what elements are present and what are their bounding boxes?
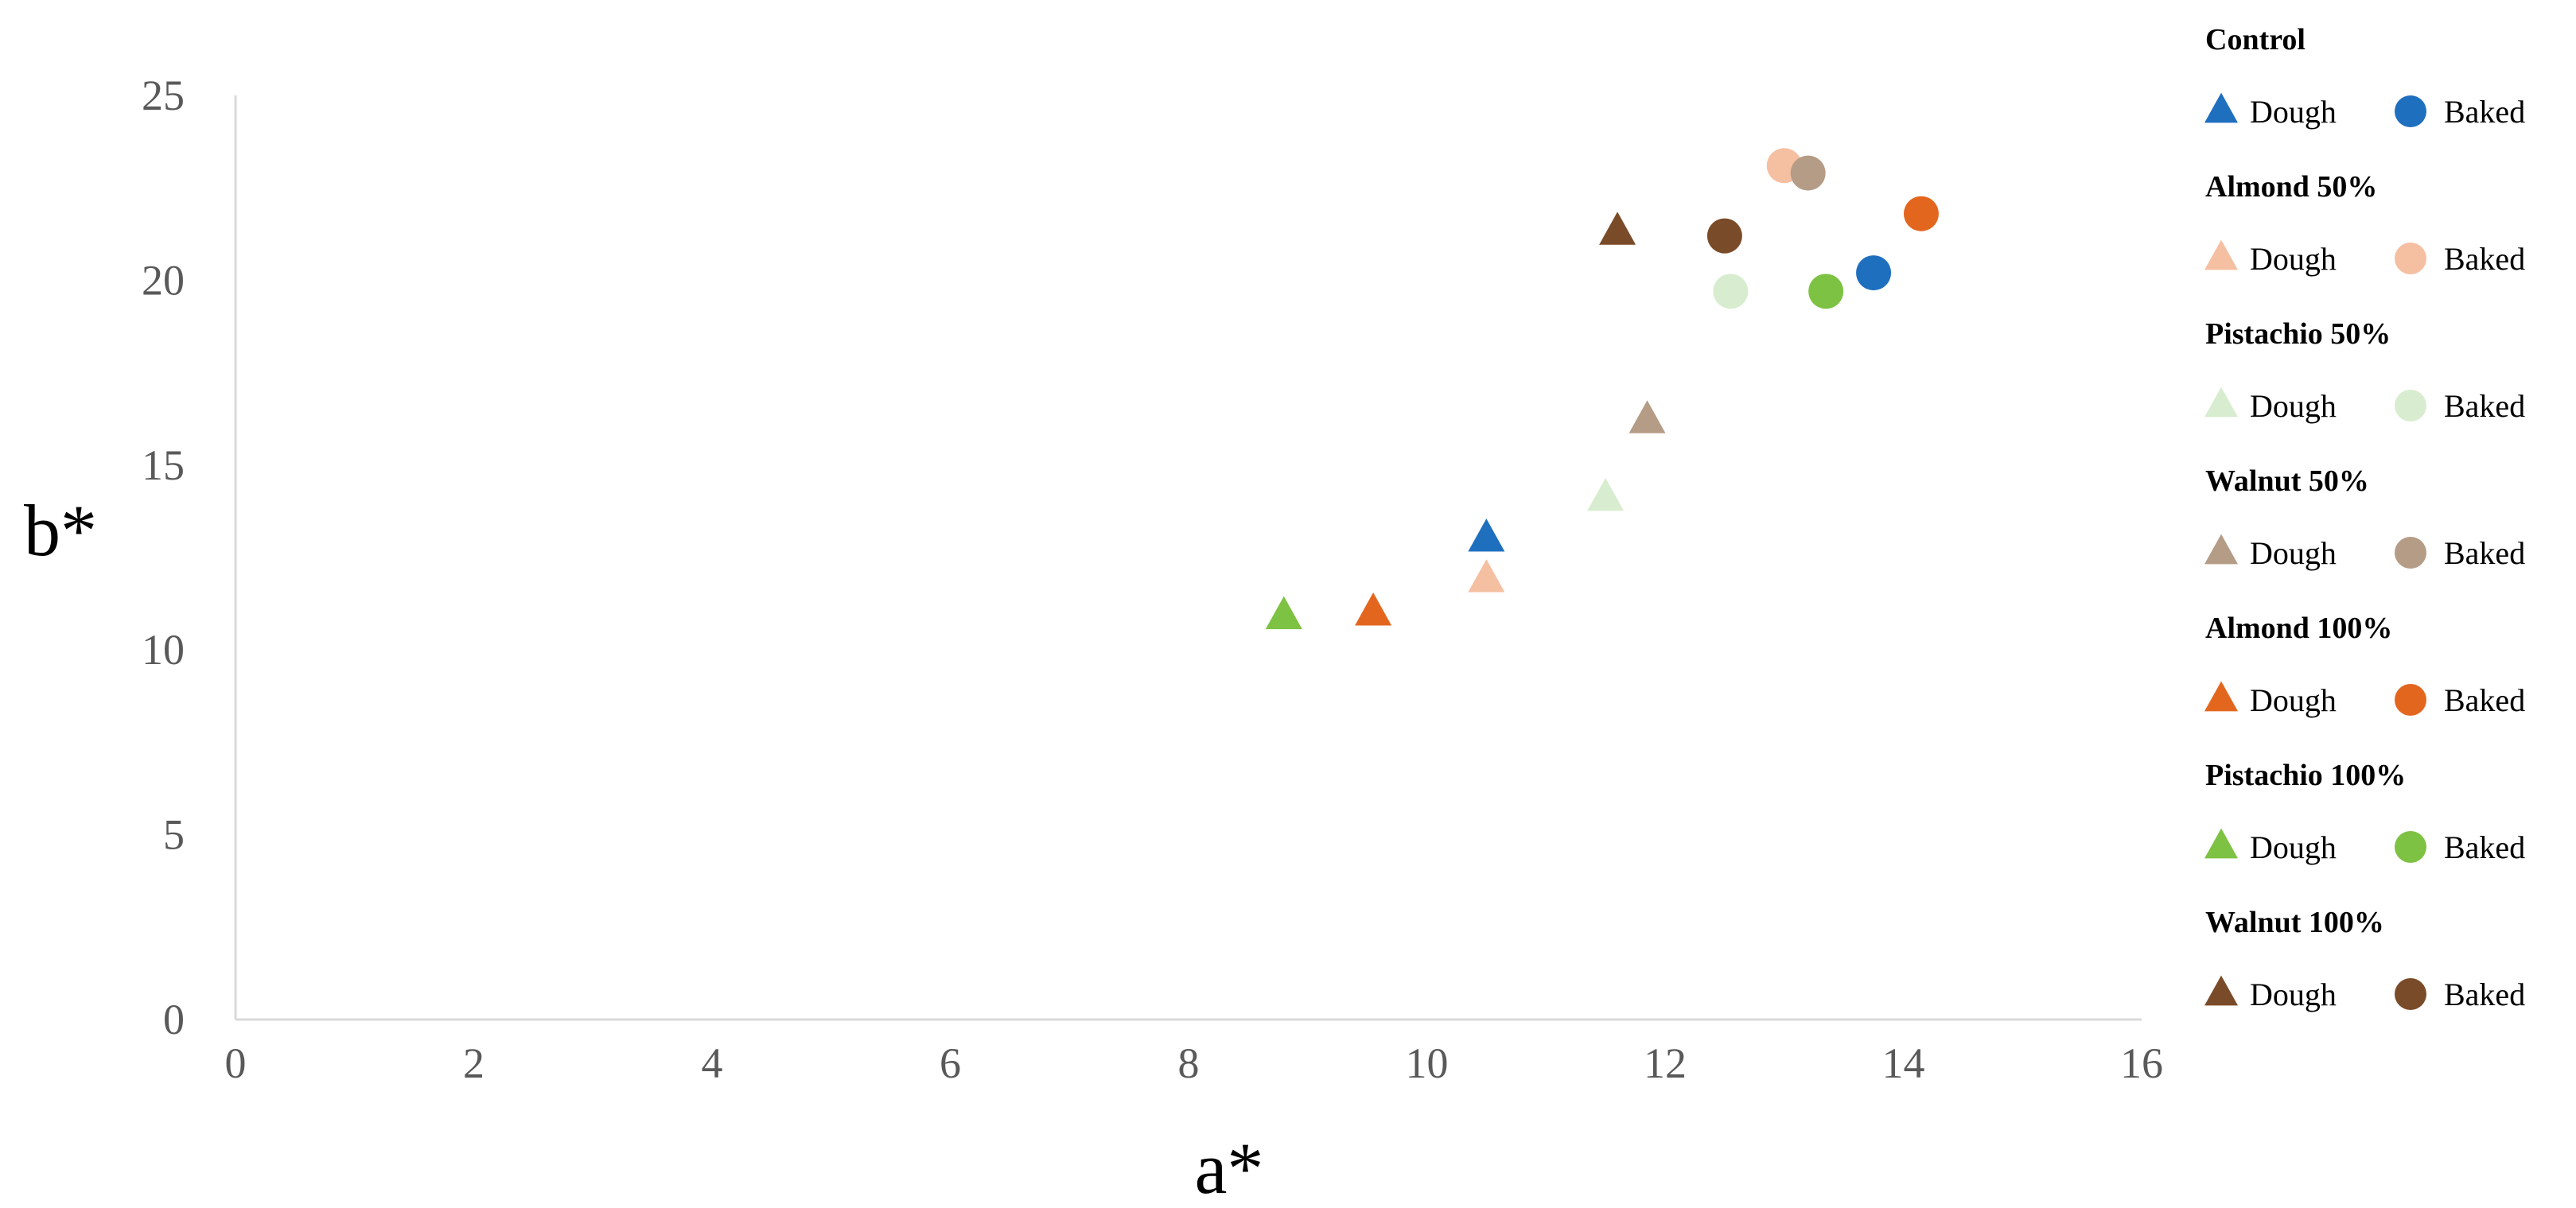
legend-group-title: Almond 50% <box>2205 170 2377 204</box>
legend-control-baked-marker <box>2395 95 2426 127</box>
legend-almond-100pct-baked-marker <box>2395 684 2426 716</box>
x-tick-labels: 0 2 4 6 8 10 12 14 16 <box>225 1039 2164 1087</box>
legend-baked-label: Baked <box>2444 977 2525 1012</box>
legend-pistachio-50pct-dough-marker <box>2204 386 2238 418</box>
x-tick-label: 4 <box>702 1039 723 1087</box>
legend-dough-label: Dough <box>2250 241 2337 277</box>
y-tick-label: 15 <box>142 441 185 489</box>
legend-dough-label: Dough <box>2250 682 2337 718</box>
x-tick-label: 10 <box>1406 1039 1449 1087</box>
y-tick-label: 5 <box>163 811 185 859</box>
almond-100pct-dough-point <box>1355 592 1392 626</box>
plot-area: 0 2 4 6 8 10 12 14 16 0 5 10 15 20 25 <box>142 72 2163 1087</box>
legend-dough-label: Dough <box>2250 535 2337 571</box>
legend-dough-label: Dough <box>2250 977 2337 1012</box>
legend-baked-label: Baked <box>2444 241 2525 277</box>
legend-almond-100pct-dough-marker <box>2204 681 2238 712</box>
legend-walnut-50pct-dough-marker <box>2204 534 2238 565</box>
x-axis-title: a* <box>1195 1128 1264 1208</box>
legend-walnut-100pct-baked-marker <box>2395 978 2426 1010</box>
walnut-50pct-dough-point <box>1628 400 1666 433</box>
almond-50pct-dough-point <box>1468 559 1505 592</box>
pistachio-100pct-dough-point <box>1265 596 1302 630</box>
x-tick-label: 14 <box>1882 1039 1925 1087</box>
legend-almond-50pct-baked-marker <box>2395 243 2426 274</box>
y-tick-label: 25 <box>142 72 185 119</box>
x-tick-label: 2 <box>463 1039 484 1087</box>
legend-baked-label: Baked <box>2444 388 2525 424</box>
legend-group-title: Pistachio 100% <box>2205 759 2406 792</box>
legend-group-title: Walnut 100% <box>2205 906 2384 939</box>
legend-baked-label: Baked <box>2444 94 2525 130</box>
almond-100pct-baked-point <box>1903 196 1939 231</box>
walnut-50pct-baked-point <box>1790 155 1826 191</box>
y-tick-label: 10 <box>142 626 185 674</box>
control-dough-point <box>1468 519 1505 552</box>
pistachio-100pct-baked-point <box>1808 274 1844 309</box>
x-tick-label: 12 <box>1644 1039 1687 1087</box>
x-tick-label: 6 <box>940 1039 961 1087</box>
x-tick-label: 8 <box>1178 1039 1200 1087</box>
pistachio-50pct-dough-point <box>1587 477 1625 511</box>
legend-control-dough-marker <box>2204 92 2238 123</box>
y-tick-labels: 0 5 10 15 20 25 <box>142 72 185 1043</box>
control-baked-point <box>1856 255 1892 291</box>
pistachio-50pct-baked-point <box>1713 274 1749 309</box>
walnut-100pct-dough-point <box>1599 212 1636 245</box>
legend-pistachio-100pct-dough-marker <box>2204 828 2238 859</box>
y-tick-label: 20 <box>142 256 185 304</box>
legend-group-title: Pistachio 50% <box>2205 317 2391 351</box>
y-tick-label: 0 <box>163 996 185 1043</box>
legend-pistachio-50pct-baked-marker <box>2395 390 2426 421</box>
legend-walnut-100pct-dough-marker <box>2204 975 2238 1006</box>
legend-pistachio-100pct-baked-marker <box>2395 831 2426 863</box>
legend-group-title: Almond 100% <box>2205 612 2392 645</box>
x-tick-label: 16 <box>2120 1039 2163 1087</box>
walnut-100pct-baked-point <box>1706 218 1742 254</box>
legend-baked-label: Baked <box>2444 535 2525 571</box>
legend-group-title: Control <box>2205 23 2306 56</box>
legend: Control Dough Baked Almond 50% Dough Baked Pis… <box>2204 23 2525 1012</box>
legend-dough-label: Dough <box>2250 829 2337 865</box>
legend-baked-label: Baked <box>2444 682 2525 718</box>
legend-baked-label: Baked <box>2444 829 2525 865</box>
legend-dough-label: Dough <box>2250 388 2337 424</box>
legend-dough-label: Dough <box>2250 94 2337 130</box>
data-points <box>1265 148 1939 630</box>
legend-almond-50pct-dough-marker <box>2204 239 2238 270</box>
x-tick-label: 0 <box>225 1039 247 1087</box>
legend-group-title: Walnut 50% <box>2205 464 2369 498</box>
legend-walnut-50pct-baked-marker <box>2395 537 2426 569</box>
y-axis-title: b* <box>24 490 97 571</box>
